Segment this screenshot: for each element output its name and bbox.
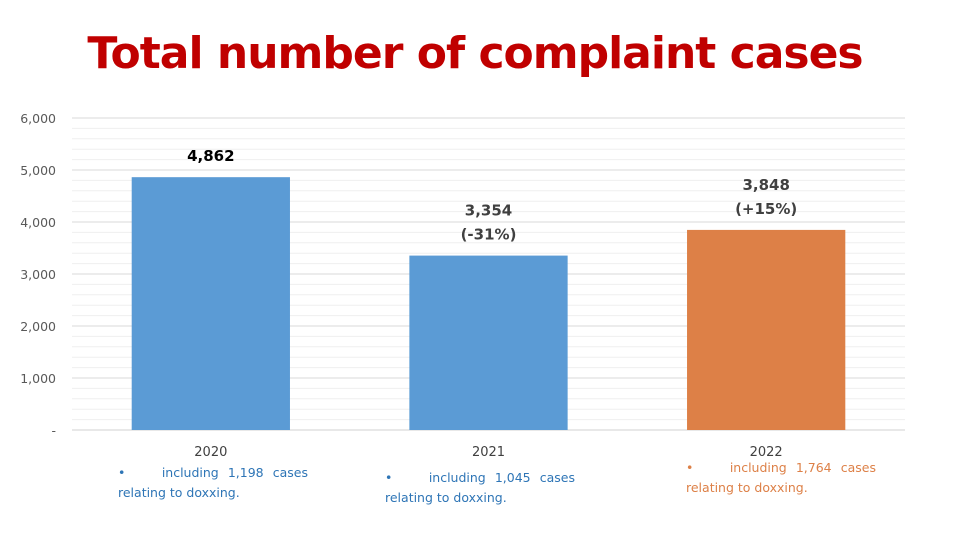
bar-2020 (131, 177, 290, 430)
bullet-icon: • (686, 460, 694, 475)
y-tick-label: 4,000 (20, 215, 56, 230)
note-2022: • including 1,764 cases relating to doxx… (686, 458, 876, 498)
data-label: 3,848 (742, 176, 789, 194)
data-label: (+15%) (735, 200, 797, 218)
x-tick-label: 2021 (472, 445, 505, 460)
x-tick-label: 2020 (194, 445, 227, 460)
data-label: 4,862 (187, 147, 234, 165)
y-tick-label: 3,000 (20, 267, 56, 282)
x-tick-label: 2022 (750, 445, 783, 460)
data-label: 3,354 (465, 202, 512, 220)
chart-title: Total number of complaint cases (87, 28, 863, 79)
note-2021: • including 1,045 cases relating to doxx… (385, 468, 575, 508)
bar-2021 (409, 255, 568, 430)
bar-2022 (687, 229, 846, 430)
y-tick-label: - (51, 423, 56, 438)
note-text: including 1,045 cases relating to doxxin… (385, 470, 575, 505)
note-text: including 1,198 cases relating to doxxin… (118, 465, 308, 500)
data-label: (-31%) (461, 226, 517, 244)
note-text: including 1,764 cases relating to doxxin… (686, 460, 876, 495)
note-2020: • including 1,198 cases relating to doxx… (118, 463, 308, 503)
bullet-icon: • (118, 465, 126, 480)
y-tick-label: 2,000 (20, 319, 56, 334)
y-tick-label: 6,000 (20, 111, 56, 126)
y-tick-label: 1,000 (20, 371, 56, 386)
bullet-icon: • (385, 470, 393, 485)
y-tick-label: 5,000 (20, 163, 56, 178)
